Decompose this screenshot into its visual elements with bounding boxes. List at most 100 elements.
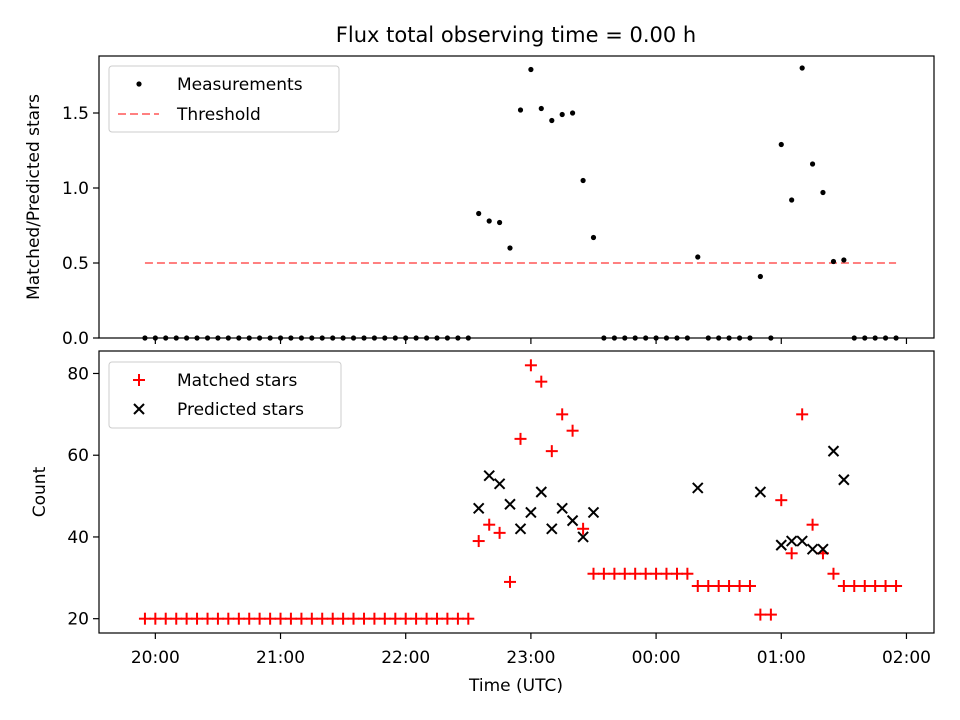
measurement-point: [789, 197, 795, 203]
measurement-point: [569, 110, 576, 116]
matched-point: [775, 494, 788, 507]
matched-stars-series: [138, 359, 903, 625]
matched-point: [253, 612, 266, 625]
predicted-point: [817, 543, 829, 555]
measurement-point: [559, 111, 565, 118]
matched-point: [483, 518, 496, 531]
top-panel: 0.0 0.5 1.0 1.5 Matched/Predicted stars Mea…: [24, 55, 935, 349]
top-y-tick-label: 0.5: [62, 254, 89, 274]
predicted-point: [692, 482, 704, 494]
bottom-y-tick-label: 20: [67, 610, 89, 630]
matched-point: [180, 612, 193, 625]
predicted-point: [754, 486, 767, 498]
predicted-stars-series: [472, 445, 850, 555]
matched-point: [295, 612, 308, 625]
top-y-tick-label: 1.5: [62, 104, 89, 124]
matched-point: [764, 608, 777, 621]
predicted-point: [525, 506, 537, 519]
predicted-point: [785, 535, 798, 547]
matched-point: [378, 612, 391, 625]
matched-point: [566, 424, 579, 437]
matched-point: [451, 612, 464, 625]
legend-matched-label: Matched stars: [177, 371, 297, 391]
matched-point: [890, 580, 903, 592]
matched-point: [524, 359, 537, 372]
bottom-y-axis-label: Count: [30, 466, 50, 517]
top-y-tick-label: 0.0: [62, 329, 89, 349]
predicted-point: [827, 445, 840, 457]
matched-point: [441, 612, 454, 625]
matched-point: [733, 580, 746, 592]
matched-point: [848, 580, 861, 592]
matched-point: [869, 580, 882, 592]
measurement-point: [778, 141, 784, 148]
matched-point: [191, 612, 204, 625]
matched-point: [305, 612, 318, 625]
predicted-point: [483, 469, 495, 482]
predicted-point: [504, 498, 516, 510]
matched-point: [316, 612, 329, 625]
legend-matched-marker: [133, 374, 145, 386]
matched-point: [806, 518, 819, 531]
matched-point: [670, 567, 683, 580]
matched-point: [472, 535, 485, 548]
matched-point: [159, 612, 172, 625]
matched-point: [326, 612, 339, 625]
measurement-point: [830, 258, 837, 265]
measurement-point: [820, 189, 826, 196]
predicted-point: [472, 502, 485, 515]
measurement-point: [841, 257, 847, 263]
measurement-point: [757, 273, 763, 280]
matched-point: [503, 575, 516, 588]
bottom-legend-box: [108, 361, 342, 429]
top-panel-frame: [98, 55, 935, 339]
matched-point: [201, 612, 214, 625]
x-tick-label: 02:00: [882, 648, 931, 668]
predicted-point: [796, 535, 808, 547]
predicted-point: [775, 539, 787, 551]
chart-title: Flux total observing time = 0.00 h: [336, 23, 696, 47]
matched-point: [337, 612, 350, 625]
measurement-point: [590, 234, 597, 241]
predicted-point: [806, 543, 819, 555]
matched-point: [149, 612, 162, 625]
matched-point: [681, 567, 694, 580]
bottom-y-tick-label: 80: [67, 364, 89, 384]
matched-point: [493, 526, 506, 539]
matched-point: [368, 612, 381, 625]
matched-point: [264, 612, 277, 625]
matched-point: [577, 522, 590, 535]
measurement-point: [549, 117, 555, 124]
legend-measurements-label: Measurements: [177, 75, 303, 95]
predicted-point: [577, 531, 589, 543]
measurement-point: [695, 254, 701, 260]
measurement-point: [809, 161, 816, 167]
x-tick-label: 22:00: [381, 648, 430, 668]
matched-point: [796, 408, 809, 421]
matched-point: [410, 612, 423, 625]
matched-point: [879, 580, 892, 592]
top-y-tick-label: 1.0: [62, 179, 89, 199]
matched-point: [232, 612, 245, 625]
matched-point: [837, 580, 850, 592]
matched-point: [660, 567, 673, 580]
matched-point: [462, 612, 475, 625]
matched-point: [639, 567, 652, 580]
x-tick-label: 00:00: [632, 648, 681, 668]
legend-predicted-label: Predicted stars: [177, 400, 304, 420]
predicted-point: [493, 478, 506, 490]
matched-point: [691, 580, 704, 592]
matched-point: [431, 612, 444, 625]
predicted-point: [566, 514, 579, 527]
predicted-point: [838, 474, 850, 486]
x-tick-label: 23:00: [506, 648, 555, 668]
bottom-panel: 20 40 60 80 20:00 21:00 22:00 23:00 00:00 01:00 0…: [30, 350, 935, 696]
matched-point: [827, 567, 840, 580]
x-tick-label: 01:00: [757, 648, 806, 668]
matched-point: [618, 567, 631, 580]
measurement-point: [528, 66, 534, 73]
bottom-y-tick-label: 40: [67, 528, 89, 548]
measurement-point: [496, 219, 503, 226]
measurement-point: [538, 105, 544, 112]
